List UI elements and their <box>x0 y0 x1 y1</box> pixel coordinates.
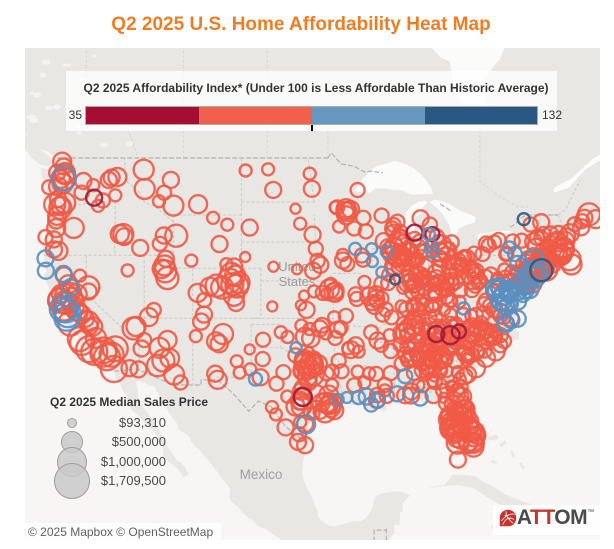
svg-text:$93,310: $93,310 <box>119 415 166 430</box>
svg-text:$500,000: $500,000 <box>112 434 166 449</box>
svg-text:$1,709,500: $1,709,500 <box>101 473 166 488</box>
svg-text:Mexico: Mexico <box>240 467 283 482</box>
svg-text:States: States <box>279 274 316 289</box>
svg-text:$1,000,000: $1,000,000 <box>101 454 166 469</box>
svg-text:United: United <box>278 259 316 274</box>
